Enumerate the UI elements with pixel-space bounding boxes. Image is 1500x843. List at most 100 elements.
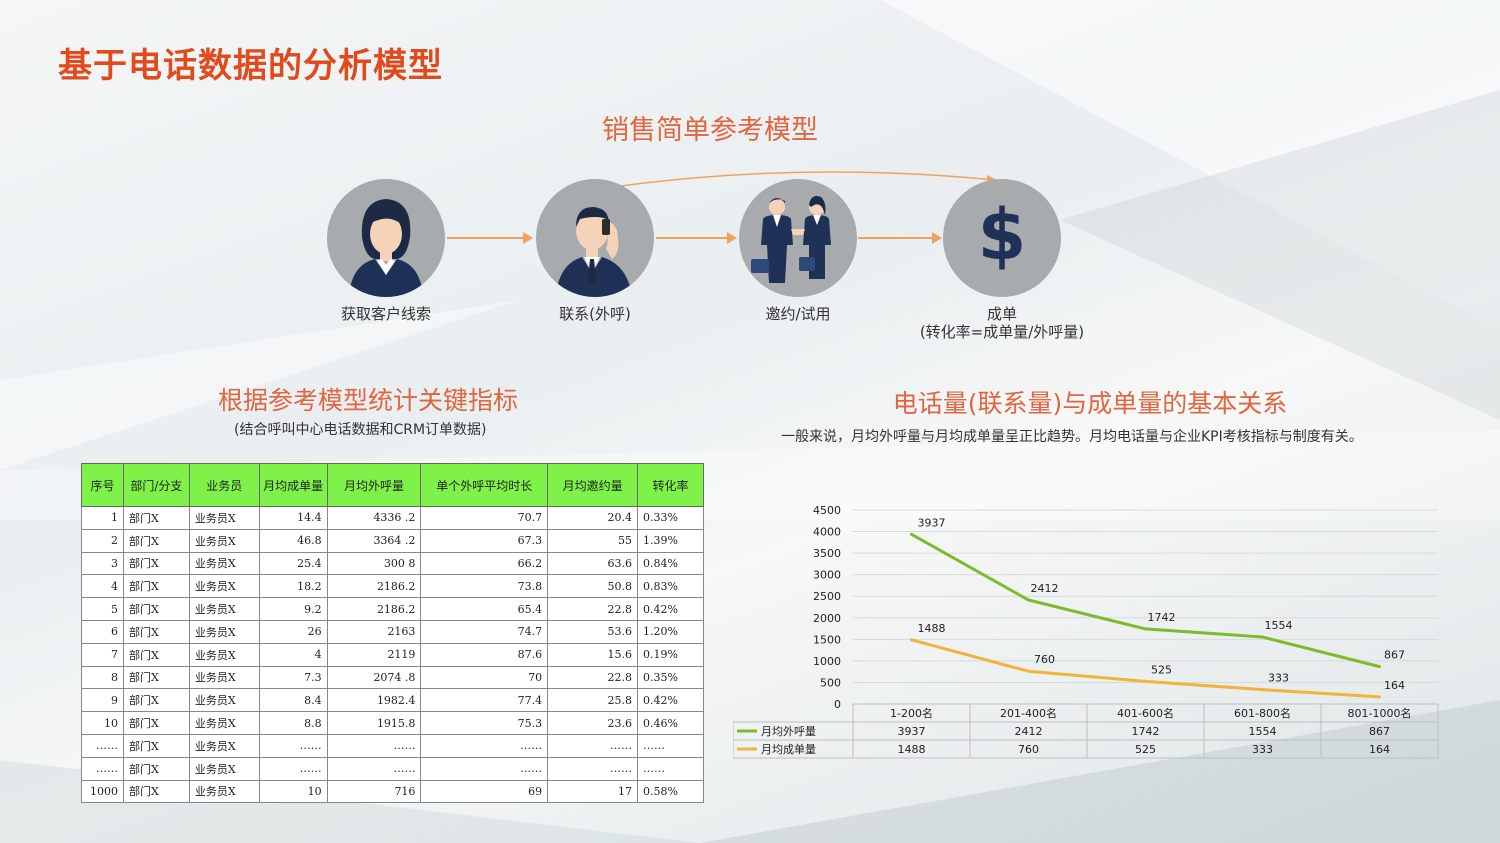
- table-header-row: 序号 部门/分支 业务员 月均成单量 月均外呼量 单个外呼平均时长 月均邀约量 转化率: [81, 463, 705, 507]
- data-label: 1488: [918, 622, 946, 635]
- table-row: 8 部门X 业务员X 7.3 2074 .8 70 22.8 0.35%: [81, 665, 705, 690]
- table-cell: 0.19%: [636, 642, 705, 667]
- table-cell: 3364 .2: [326, 528, 422, 553]
- table-cell: ……: [81, 756, 124, 781]
- table-cell: 0.58%: [636, 779, 705, 804]
- table-header-cell: 转化率: [636, 463, 705, 507]
- table-header-cell: 业务员: [188, 463, 260, 507]
- table-row: 5 部门X 业务员X 9.2 2186.2 65.4 22.8 0.42%: [81, 597, 705, 621]
- table-cell: 0.42%: [636, 688, 705, 713]
- flow-step-deal: $: [943, 179, 1061, 297]
- table-cell: ……: [258, 733, 328, 758]
- flow-step-deal-label: 成单: [986, 305, 1017, 323]
- table-cell: 2119: [326, 642, 422, 667]
- data-point: [910, 638, 913, 642]
- data-label: 525: [1151, 663, 1172, 676]
- table-cell: 300 8: [326, 551, 422, 576]
- table-cell: 22.8: [547, 665, 638, 690]
- table-cell: 10: [258, 779, 328, 804]
- data-point: [1027, 669, 1030, 673]
- table-header-cell: 单个外呼平均时长: [420, 463, 549, 507]
- y-tick-label: 1500: [813, 633, 841, 646]
- flow-arrow-3: [858, 232, 942, 244]
- table-cell: 业务员X: [188, 756, 260, 781]
- y-tick-label: 0: [834, 698, 841, 711]
- table-cell: 部门X: [122, 756, 190, 781]
- table-cell: 2186.2: [326, 597, 422, 621]
- table-cell: 业务员X: [188, 574, 260, 599]
- table-cell: 70: [420, 665, 549, 690]
- table-cell: 75.3: [420, 711, 549, 735]
- chart-section-note: 一般来说，月均外呼量与月均成单量呈正比趋势。月均电话量与企业KPI考核指标与制度…: [781, 429, 1363, 445]
- table-header-cell: 月均成单量: [258, 463, 328, 507]
- table-cell: 70.7: [420, 506, 549, 530]
- table-row: 1 部门X 业务员X 14.4 4336 .2 70.7 20.4 0.33%: [81, 506, 705, 530]
- handshake-icon: [751, 196, 831, 283]
- data-table-cell: 3937: [898, 725, 926, 738]
- table-cell: 业务员X: [188, 733, 260, 758]
- table-cell: 18.2: [258, 574, 328, 599]
- table-cell: 0.84%: [636, 551, 705, 576]
- table-cell: 0.46%: [636, 711, 705, 735]
- data-table-cell: 164: [1369, 743, 1390, 756]
- table-cell: 23.6: [547, 711, 638, 735]
- data-table-cell: 1742: [1132, 725, 1160, 738]
- man-on-phone-icon: [556, 207, 632, 297]
- table-cell: 0.33%: [636, 506, 705, 530]
- table-cell: 业务员X: [188, 711, 260, 735]
- table-cell: 9: [81, 688, 124, 713]
- y-tick-label: 2500: [813, 590, 841, 603]
- table-header-cell: 部门/分支: [122, 463, 190, 507]
- table-row: …… 部门X 业务员X…………………………: [81, 756, 705, 781]
- y-tick-label: 1000: [813, 655, 841, 668]
- table-cell: 8.8: [258, 711, 328, 735]
- table-cell: 业务员X: [188, 597, 260, 621]
- table-cell: 部门X: [122, 688, 190, 713]
- page-title: 基于电话数据的分析模型: [58, 46, 443, 86]
- flow-step-invite: [739, 179, 857, 297]
- dollar-glyph: $: [978, 194, 1027, 276]
- data-point: [1144, 627, 1147, 631]
- table-cell: ……: [420, 733, 549, 758]
- table-cell: 63.6: [547, 551, 638, 576]
- table-cell: 25.4: [258, 551, 328, 576]
- table-cell: 部门X: [122, 733, 190, 758]
- data-table-cell: 525: [1135, 743, 1156, 756]
- table-cell: 业务员X: [188, 551, 260, 576]
- data-label: 2412: [1031, 582, 1059, 595]
- data-point: [1261, 688, 1264, 692]
- table-cell: ……: [547, 733, 638, 758]
- series-line-1: [910, 532, 1380, 669]
- dollar-icon: $: [978, 194, 1027, 276]
- chart-svg: 0 500 1000 1500 2000 2500 3000 3500 4000 4500 1-20…: [732, 504, 1439, 759]
- flow-arrow-2: [656, 232, 737, 244]
- table-cell: 15.6: [547, 642, 638, 667]
- table-cell: 46.8: [258, 528, 328, 553]
- table-cell: 1982.4: [326, 688, 422, 713]
- data-table-cell: 1554: [1249, 725, 1277, 738]
- table-cell: 部门X: [122, 574, 190, 599]
- table-row: 10 部门X 业务员X 8.8 1915.8 75.3 23.6 0.46%: [81, 711, 705, 735]
- table-cell: 1.39%: [636, 528, 705, 553]
- table-cell: 1915.8: [326, 711, 422, 735]
- table-cell: 业务员X: [188, 506, 260, 530]
- table-cell: 9.2: [258, 597, 328, 621]
- metrics-table: 序号 部门/分支 业务员 月均成单量 月均外呼量 单个外呼平均时长 月均邀约量 转化率 1 部门…: [81, 463, 705, 804]
- table-cell: 部门X: [122, 506, 190, 530]
- y-tick-label: 3000: [813, 569, 841, 582]
- table-cell: 部门X: [122, 551, 190, 576]
- table-cell: 部门X: [122, 665, 190, 690]
- table-cell: 50.8: [547, 574, 638, 599]
- table-cell: 部门X: [122, 597, 190, 621]
- y-tick-label: 4500: [813, 504, 841, 517]
- table-cell: 55: [547, 528, 638, 553]
- data-point: [1027, 598, 1030, 602]
- table-row: 6 部门X 业务员X 26 2163 74.7 53.6 1.20%: [81, 619, 705, 644]
- flow-step-leads-label: 获取客户线索: [340, 305, 431, 323]
- data-table-cell: 2412: [1015, 725, 1043, 738]
- table-header-cell: 序号: [81, 463, 124, 507]
- x-category-label: 401-600名: [1117, 706, 1174, 720]
- table-cell: 部门X: [122, 711, 190, 735]
- flow-step-call-label: 联系(外呼): [559, 305, 631, 323]
- table-cell: 8.4: [258, 688, 328, 713]
